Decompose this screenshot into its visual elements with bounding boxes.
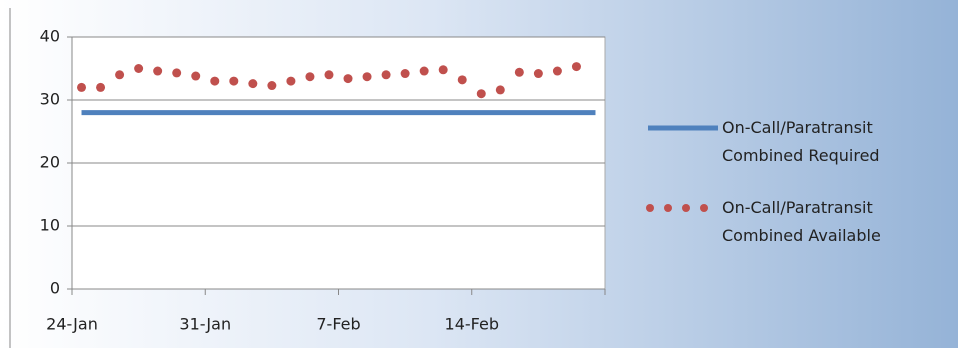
legend-swatch bbox=[664, 204, 672, 212]
x-tick-label: 24-Jan bbox=[46, 315, 98, 334]
data-point bbox=[286, 76, 296, 86]
data-point bbox=[191, 71, 201, 81]
data-point bbox=[362, 72, 372, 82]
legend-label: On-Call/Paratransit Combined Required bbox=[722, 118, 880, 165]
data-point bbox=[457, 75, 467, 85]
data-point bbox=[343, 74, 353, 84]
legend-swatch bbox=[646, 204, 654, 212]
data-point bbox=[153, 66, 163, 76]
data-point bbox=[96, 82, 106, 92]
data-point bbox=[77, 82, 87, 92]
y-tick-label: 30 bbox=[40, 90, 60, 109]
data-point bbox=[476, 89, 486, 99]
data-point bbox=[210, 76, 220, 86]
data-point bbox=[115, 70, 125, 80]
data-point bbox=[419, 66, 429, 76]
data-point bbox=[400, 69, 410, 79]
data-point bbox=[267, 81, 277, 91]
data-point bbox=[552, 66, 562, 76]
x-tick-label: 14-Feb bbox=[445, 315, 499, 334]
data-point bbox=[134, 64, 144, 73]
x-tick-label: 31-Jan bbox=[179, 315, 231, 334]
legend-label: On-Call/Paratransit Combined Available bbox=[722, 198, 881, 245]
data-point bbox=[495, 85, 505, 95]
data-point bbox=[248, 79, 258, 89]
y-tick-label: 40 bbox=[40, 27, 60, 46]
data-point bbox=[571, 62, 581, 72]
data-point bbox=[381, 70, 391, 80]
y-tick-label: 10 bbox=[40, 216, 60, 235]
legend-swatch bbox=[700, 204, 708, 212]
data-point bbox=[172, 68, 182, 78]
data-point bbox=[533, 69, 543, 79]
data-point bbox=[324, 70, 334, 80]
data-point bbox=[514, 67, 524, 77]
y-tick-label: 20 bbox=[40, 153, 60, 172]
x-tick-label: 7-Feb bbox=[316, 315, 360, 334]
data-point bbox=[229, 76, 239, 86]
data-point bbox=[438, 65, 448, 75]
legend-swatch bbox=[682, 204, 690, 212]
y-tick-label: 0 bbox=[50, 279, 60, 298]
data-point bbox=[305, 72, 315, 82]
